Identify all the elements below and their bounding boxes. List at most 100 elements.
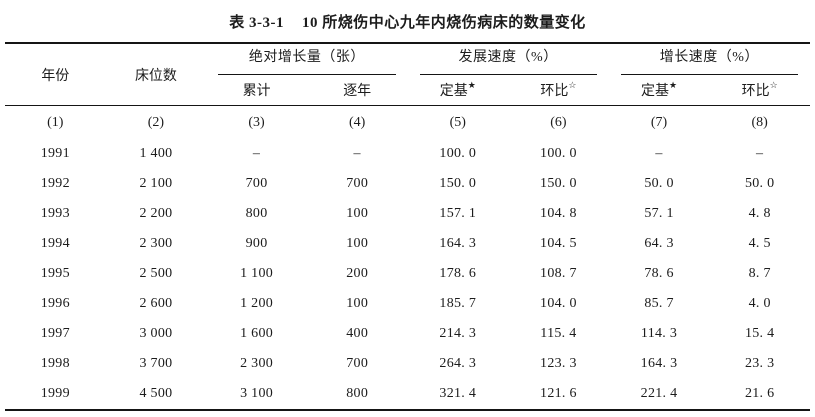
cell-growth-speed-chain: 15. 4	[744, 326, 775, 341]
table-row: 1998 3 700 2 300 700 264. 3 123. 3 164. 3 23. 3	[5, 349, 810, 379]
column-number-row: (1) (2) (3) (4) (5) (6) (7) (8)	[5, 106, 810, 140]
cell-cumulative-growth: 800	[245, 206, 268, 221]
cell-growth-speed-fixed-base: 50. 0	[644, 176, 674, 191]
table-number: 表 3-3-1	[229, 15, 284, 31]
cell-growth-speed-fixed-base: 57. 1	[644, 206, 674, 221]
header-development-speed-label: 发展速度（%）	[419, 46, 597, 75]
colnum-8: (8)	[751, 114, 768, 130]
cell-year: 1992	[40, 176, 70, 191]
table-row: 1995 2 500 1 100 200 178. 6 108. 7 78. 6 8. 7	[5, 259, 810, 289]
cell-dev-speed-fixed-base: 164. 3	[439, 236, 477, 251]
subheader-dev-fixed-base: 定基★	[407, 75, 509, 106]
cell-growth-speed-chain: 8. 7	[748, 266, 771, 281]
cell-beds: 1 400	[139, 146, 173, 161]
colnum-3: (3)	[248, 114, 265, 130]
cell-growth-speed-chain: –	[756, 146, 764, 161]
header-absolute-growth-label: 绝对增长量（张）	[218, 46, 396, 75]
cell-growth-speed-chain: 4. 0	[748, 296, 771, 311]
cell-yearly-growth: 100	[346, 296, 369, 311]
filled-star-icon: ★	[467, 80, 476, 91]
cell-cumulative-growth: 3 100	[240, 386, 274, 401]
cell-dev-speed-chain: 104. 8	[540, 206, 577, 221]
cell-yearly-growth: 100	[346, 236, 369, 251]
cell-dev-speed-chain: 115. 4	[540, 326, 577, 341]
cell-growth-speed-fixed-base: 64. 3	[644, 236, 674, 251]
cell-beds: 2 500	[139, 266, 173, 281]
cell-dev-speed-fixed-base: 321. 4	[439, 386, 477, 401]
cell-cumulative-growth: 1 100	[240, 266, 274, 281]
cell-growth-speed-fixed-base: 221. 4	[640, 386, 678, 401]
data-table: 年份 床位数 绝对增长量（张） 发展速度（%） 增长速度（%） 累计 逐年 定基…	[5, 42, 810, 411]
cell-growth-speed-chain: 50. 0	[744, 176, 775, 191]
cell-cumulative-growth: 2 300	[240, 356, 274, 371]
colnum-1: (1)	[47, 114, 64, 130]
cell-dev-speed-fixed-base: 157. 1	[439, 206, 477, 221]
cell-dev-speed-chain: 100. 0	[540, 146, 577, 161]
cell-dev-speed-fixed-base: 185. 7	[439, 296, 477, 311]
cell-yearly-growth: 100	[346, 206, 369, 221]
cell-year: 1999	[40, 386, 70, 401]
cell-beds: 2 100	[139, 176, 173, 191]
cell-dev-speed-chain: 104. 0	[540, 296, 577, 311]
cell-growth-speed-chain: 4. 8	[748, 206, 771, 221]
cell-year: 1995	[40, 266, 70, 281]
header-development-speed: 发展速度（%）	[408, 43, 609, 75]
header-group-row: 年份 床位数 绝对增长量（张） 发展速度（%） 增长速度（%）	[5, 43, 810, 106]
colnum-5: (5)	[449, 114, 466, 130]
cell-beds: 4 500	[139, 386, 173, 401]
cell-dev-speed-chain: 108. 7	[540, 266, 577, 281]
filled-star-icon: ★	[669, 80, 678, 91]
table-row: 1994 2 300 900 100 164. 3 104. 5 64. 3 4. 5	[5, 229, 810, 259]
colnum-7: (7)	[650, 114, 668, 130]
cell-growth-speed-fixed-base: 164. 3	[640, 356, 678, 371]
cell-dev-speed-fixed-base: 264. 3	[439, 356, 477, 371]
cell-growth-speed-fixed-base: –	[655, 146, 663, 161]
cell-growth-speed-chain: 21. 6	[744, 386, 775, 401]
cell-dev-speed-fixed-base: 178. 6	[439, 266, 477, 281]
cell-growth-speed-fixed-base: 85. 7	[644, 296, 674, 311]
cell-dev-speed-fixed-base: 150. 0	[439, 176, 477, 191]
cell-year: 1998	[40, 356, 70, 371]
cell-growth-speed-fixed-base: 114. 3	[640, 326, 678, 341]
cell-yearly-growth: –	[353, 146, 361, 161]
cell-growth-speed-chain: 4. 5	[748, 236, 771, 251]
cell-beds: 3 700	[139, 356, 173, 371]
table-title: 表 3-3-1 10 所烧伤中心九年内烧伤病床的数量变化	[5, 0, 810, 42]
header-absolute-growth: 绝对增长量（张）	[206, 43, 407, 75]
colnum-2: (2)	[147, 114, 165, 130]
header-growth-speed: 增长速度（%）	[609, 43, 810, 75]
cell-growth-speed-fixed-base: 78. 6	[644, 266, 674, 281]
subheader-cumulative: 累计	[206, 75, 307, 106]
cell-cumulative-growth: –	[252, 146, 261, 161]
cell-cumulative-growth: 700	[245, 176, 268, 191]
subheader-dev-chain: 环比☆	[508, 75, 609, 106]
cell-cumulative-growth: 1 200	[240, 296, 274, 311]
colnum-6: (6)	[550, 114, 567, 130]
cell-cumulative-growth: 1 600	[240, 326, 274, 341]
subheader-yearly: 逐年	[306, 75, 408, 106]
cell-year: 1996	[40, 296, 70, 311]
cell-yearly-growth: 200	[346, 266, 369, 281]
table-caption: 10 所烧伤中心九年内烧伤病床的数量变化	[301, 15, 586, 31]
header-beds: 床位数	[105, 43, 207, 106]
table-row: 1997 3 000 1 600 400 214. 3 115. 4 114. 3 15. 4	[5, 319, 810, 349]
table-row: 1999 4 500 3 100 800 321. 4 121. 6 221. 4 21. 6	[5, 379, 810, 410]
cell-cumulative-growth: 900	[245, 236, 268, 251]
cell-growth-speed-chain: 23. 3	[744, 356, 775, 371]
colnum-4: (4)	[349, 114, 366, 130]
cell-year: 1994	[40, 236, 70, 251]
table-row: 1992 2 100 700 700 150. 0 150. 0 50. 0 50. 0	[5, 169, 810, 199]
header-year: 年份	[5, 43, 106, 106]
table-row: 1991 1 400 – – 100. 0 100. 0 – –	[5, 139, 810, 169]
subheader-growth-chain: 环比☆	[709, 75, 810, 106]
cell-beds: 2 600	[139, 296, 173, 311]
cell-dev-speed-chain: 150. 0	[540, 176, 577, 191]
header-sub-row: 累计 逐年 定基★ 环比☆ 定基★ 环比☆	[5, 75, 810, 106]
cell-dev-speed-fixed-base: 100. 0	[439, 146, 477, 161]
cell-year: 1997	[40, 326, 70, 341]
open-star-icon: ☆	[568, 80, 577, 91]
cell-yearly-growth: 700	[346, 356, 369, 371]
cell-year: 1991	[40, 146, 70, 161]
cell-beds: 2 200	[139, 206, 173, 221]
